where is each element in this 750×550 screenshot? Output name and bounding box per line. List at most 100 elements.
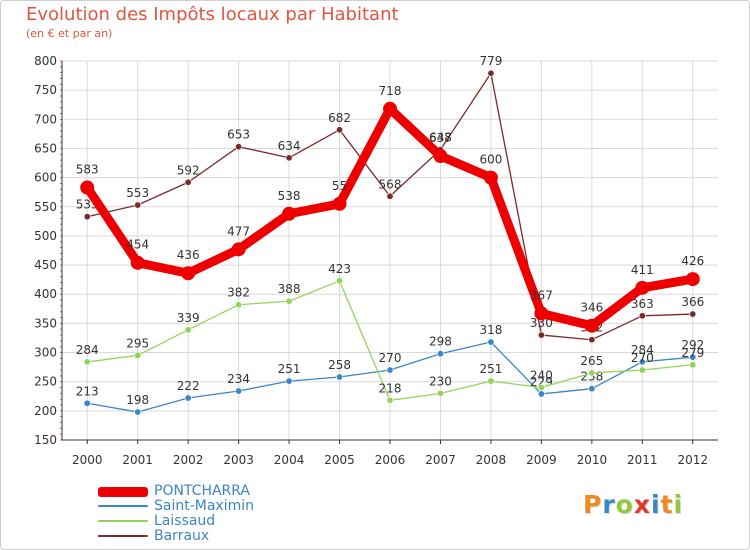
y-minor-tick [60, 317, 62, 319]
data-label-pontcharra: 583 [76, 163, 99, 177]
logo-letter: o [615, 490, 634, 519]
y-minor-tick [60, 410, 62, 412]
data-point-barraux [588, 336, 596, 344]
y-minor-tick [60, 416, 62, 418]
y-tick-label: 600 [34, 171, 57, 185]
data-point-pontcharra [685, 272, 700, 287]
data-point-pontcharra [130, 255, 145, 270]
y-tick-label: 500 [34, 229, 57, 243]
data-label-barraux: 634 [278, 139, 301, 153]
data-point-laissaud [436, 389, 444, 397]
x-tick-label: 2003 [223, 453, 254, 467]
y-minor-tick [60, 72, 62, 74]
x-tick-label: 2012 [677, 453, 708, 467]
y-minor-tick [60, 147, 62, 149]
y-minor-tick [60, 387, 62, 389]
data-label-saint-maximin: 318 [479, 323, 502, 337]
data-point-pontcharra [635, 280, 650, 295]
y-tick-label: 550 [34, 200, 57, 214]
x-tick-label: 2006 [375, 453, 406, 467]
data-label-laissaud: 295 [126, 336, 149, 350]
x-tick-label: 2008 [476, 453, 507, 467]
y-minor-tick [60, 60, 62, 62]
data-point-saint-maximin [436, 350, 444, 358]
data-label-barraux: 592 [177, 163, 200, 177]
y-minor-tick [60, 171, 62, 173]
y-minor-tick [60, 404, 62, 406]
y-minor-tick [60, 223, 62, 225]
data-label-laissaud: 339 [177, 311, 200, 325]
data-point-laissaud [386, 396, 394, 404]
y-minor-tick [60, 66, 62, 68]
legend-swatch-saint-maximin [98, 505, 148, 507]
proxiti-logo: Proxiti [583, 490, 683, 519]
data-label-pontcharra: 454 [126, 238, 149, 252]
data-label-laissaud: 284 [76, 343, 99, 357]
chart-title: Evolution des Impôts locaux par Habitant [26, 4, 399, 25]
y-minor-tick [60, 118, 62, 120]
data-point-saint-maximin [336, 373, 344, 381]
y-tick-label: 450 [34, 258, 57, 272]
data-label-laissaud: 240 [530, 369, 553, 383]
legend-swatch-pontcharra [98, 487, 148, 497]
data-point-laissaud [537, 384, 545, 392]
y-minor-tick [60, 112, 62, 114]
data-label-barraux: 568 [379, 177, 402, 191]
data-point-saint-maximin [386, 366, 394, 374]
data-point-barraux [638, 312, 646, 320]
y-minor-tick [60, 89, 62, 91]
y-minor-tick [60, 422, 62, 424]
data-point-pontcharra [282, 206, 297, 221]
data-label-barraux: 779 [479, 54, 502, 68]
y-tick-label: 700 [34, 112, 57, 126]
data-point-laissaud [336, 277, 344, 285]
data-point-saint-maximin [638, 358, 646, 366]
data-point-barraux [235, 143, 243, 151]
data-label-laissaud: 251 [479, 362, 502, 376]
y-minor-tick [60, 142, 62, 144]
y-minor-tick [60, 357, 62, 359]
y-minor-tick [60, 322, 62, 324]
data-label-saint-maximin: 213 [76, 384, 99, 398]
logo-letter: r [602, 490, 616, 519]
data-point-pontcharra [181, 266, 196, 281]
logo-letter: i [651, 490, 661, 519]
data-point-saint-maximin [83, 399, 91, 407]
y-tick-label: 300 [34, 346, 57, 360]
y-minor-tick [60, 252, 62, 254]
y-minor-tick [60, 130, 62, 132]
data-label-saint-maximin: 251 [278, 362, 301, 376]
y-minor-tick [60, 206, 62, 208]
data-point-laissaud [184, 326, 192, 334]
data-point-saint-maximin [285, 377, 293, 385]
y-minor-tick [60, 299, 62, 301]
x-tick-label: 2001 [122, 453, 153, 467]
x-tick-label: 2009 [526, 453, 557, 467]
y-minor-tick [60, 159, 62, 161]
data-point-saint-maximin [184, 394, 192, 402]
data-point-barraux [184, 178, 192, 186]
data-label-saint-maximin: 258 [328, 358, 351, 372]
data-point-pontcharra [80, 180, 95, 195]
data-label-saint-maximin: 222 [177, 379, 200, 393]
y-tick-label: 650 [34, 141, 57, 155]
y-tick-label: 400 [34, 287, 57, 301]
y-minor-tick [60, 229, 62, 231]
y-minor-tick [60, 363, 62, 365]
data-label-pontcharra: 55 [332, 179, 347, 193]
y-tick-label: 200 [34, 404, 57, 418]
y-minor-tick [60, 346, 62, 348]
data-label-pontcharra: 718 [379, 84, 402, 98]
data-point-barraux [689, 310, 697, 318]
y-minor-tick [60, 200, 62, 202]
data-label-laissaud: 388 [278, 282, 301, 296]
data-point-barraux [83, 213, 91, 221]
legend-label-barraux: Barraux [154, 528, 210, 544]
data-label-barraux: 553 [126, 186, 149, 200]
data-label-barraux: 363 [631, 297, 654, 311]
data-label-laissaud: 423 [328, 262, 351, 276]
logo-letter: i [673, 490, 684, 519]
data-point-saint-maximin [537, 390, 545, 398]
data-point-barraux [537, 331, 545, 339]
